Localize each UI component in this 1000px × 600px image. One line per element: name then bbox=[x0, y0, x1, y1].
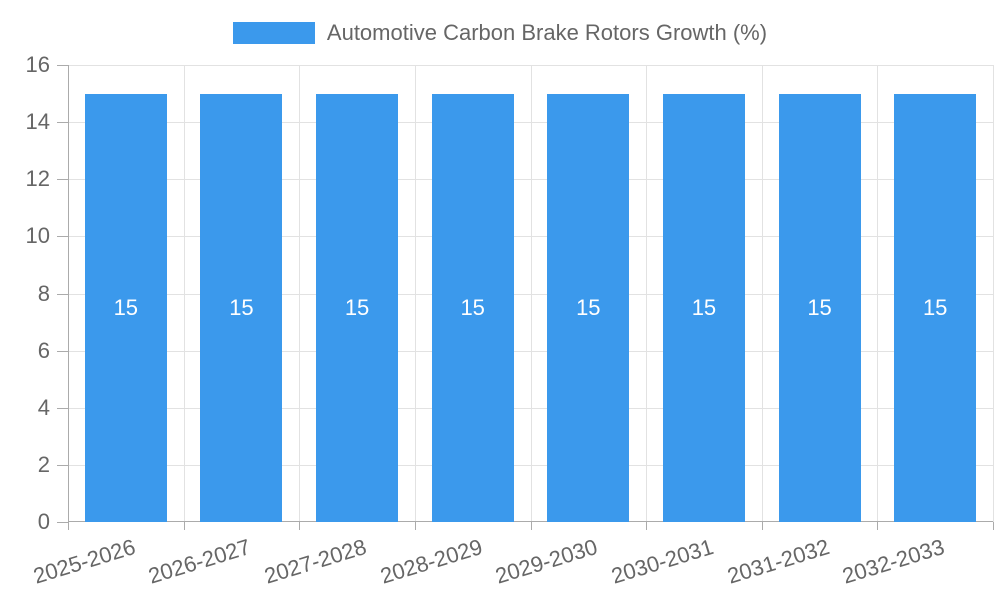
y-axis-tick bbox=[57, 236, 68, 238]
bar-value-label: 15 bbox=[807, 294, 832, 320]
x-axis-tick bbox=[299, 522, 301, 530]
y-axis-line bbox=[68, 65, 69, 522]
bar[interactable]: 15 bbox=[662, 93, 745, 522]
bar-value-label: 15 bbox=[460, 294, 485, 320]
y-axis-tick-label: 6 bbox=[37, 337, 50, 363]
y-axis-tick bbox=[57, 407, 68, 409]
bar-column: 15 bbox=[646, 65, 762, 522]
bar-value-label: 15 bbox=[922, 294, 948, 320]
x-gridline bbox=[299, 65, 301, 522]
bar-column: 15 bbox=[68, 65, 184, 522]
bar-value-label: 15 bbox=[113, 294, 139, 320]
x-gridline bbox=[530, 65, 532, 522]
y-axis-tick bbox=[57, 293, 68, 295]
x-axis-tick-label: 2032-2033 bbox=[839, 534, 948, 589]
bar[interactable]: 15 bbox=[431, 93, 514, 522]
x-axis-tick-label: 2029-2030 bbox=[492, 534, 601, 589]
x-axis-tick-label: 2025-2026 bbox=[30, 534, 139, 589]
x-gridline bbox=[761, 65, 763, 522]
x-axis-labels: 2025-2026 2026-2027 2027-2028 2028-2029 2029… bbox=[30, 522, 993, 592]
x-axis-tick-label: 2028-2029 bbox=[377, 534, 485, 589]
x-axis-tick bbox=[761, 522, 763, 530]
x-axis-tick bbox=[68, 522, 69, 530]
bar-column: 15 bbox=[877, 65, 993, 522]
x-axis-tick bbox=[530, 522, 532, 530]
x-axis-tick-label: 2026-2027 bbox=[145, 534, 254, 589]
bar-column: 15 bbox=[184, 65, 300, 522]
bar[interactable]: 15 bbox=[200, 93, 283, 522]
bar-value-label: 15 bbox=[344, 294, 370, 320]
bar-column: 15 bbox=[299, 65, 415, 522]
bar-column: 15 bbox=[531, 65, 647, 522]
x-axis-tick bbox=[646, 522, 648, 530]
legend-label: Automotive Carbon Brake Rotors Growth (%… bbox=[326, 20, 768, 45]
bar-column: 15 bbox=[762, 65, 878, 522]
bar-value-label: 15 bbox=[691, 294, 717, 320]
x-gridline bbox=[877, 65, 879, 522]
y-axis-tick bbox=[57, 179, 68, 181]
y-axis-tick-label: 14 bbox=[25, 109, 50, 135]
x-gridline bbox=[414, 65, 416, 522]
y-axis-tick-label: 2 bbox=[37, 451, 50, 477]
bar[interactable]: 15 bbox=[778, 93, 861, 522]
x-axis-tick-label: 2030-2031 bbox=[608, 534, 717, 589]
x-axis-tick-label: 2027-2028 bbox=[261, 534, 370, 589]
plot-area: 15 15 15 15 15 15 15 15 2025-2026 2026-2027 2027-… bbox=[26, 52, 994, 589]
x-axis-tick bbox=[993, 522, 994, 530]
y-axis-tick-label: 12 bbox=[25, 166, 50, 192]
y-axis-tick bbox=[57, 350, 68, 352]
bar-value-label: 15 bbox=[229, 294, 254, 320]
bar[interactable]: 15 bbox=[547, 93, 630, 522]
legend-item[interactable]: Automotive Carbon Brake Rotors Growth (%… bbox=[232, 20, 768, 46]
x-gridline bbox=[993, 65, 994, 522]
bar[interactable]: 15 bbox=[84, 93, 167, 522]
x-axis-line bbox=[68, 521, 993, 522]
y-axis-tick-label: 8 bbox=[37, 280, 50, 306]
x-axis-tick bbox=[414, 522, 416, 530]
x-axis-tick bbox=[877, 522, 879, 530]
chart-legend: Automotive Carbon Brake Rotors Growth (%… bbox=[0, 20, 1000, 46]
bars-layer: 15 15 15 15 15 15 15 15 bbox=[68, 65, 993, 522]
y-axis-tick-label: 0 bbox=[37, 509, 50, 534]
y-axis-tick bbox=[57, 122, 68, 124]
y-axis-tick-label: 16 bbox=[25, 52, 50, 77]
legend-color-swatch bbox=[232, 22, 315, 44]
bar-value-label: 15 bbox=[576, 294, 601, 320]
x-axis-tick bbox=[183, 522, 185, 530]
y-axis-tick bbox=[57, 522, 68, 523]
x-axis-tick-label: 2031-2032 bbox=[723, 534, 832, 589]
x-gridline bbox=[646, 65, 648, 522]
y-axis-tick bbox=[57, 464, 68, 466]
y-axis-tick-label: 10 bbox=[25, 223, 50, 249]
y-axis-tick-label: 4 bbox=[37, 394, 50, 420]
x-gridline bbox=[183, 65, 185, 522]
bar[interactable]: 15 bbox=[316, 93, 399, 522]
y-axis-tick bbox=[57, 65, 68, 66]
bar[interactable]: 15 bbox=[894, 93, 977, 522]
bar-column: 15 bbox=[415, 65, 531, 522]
